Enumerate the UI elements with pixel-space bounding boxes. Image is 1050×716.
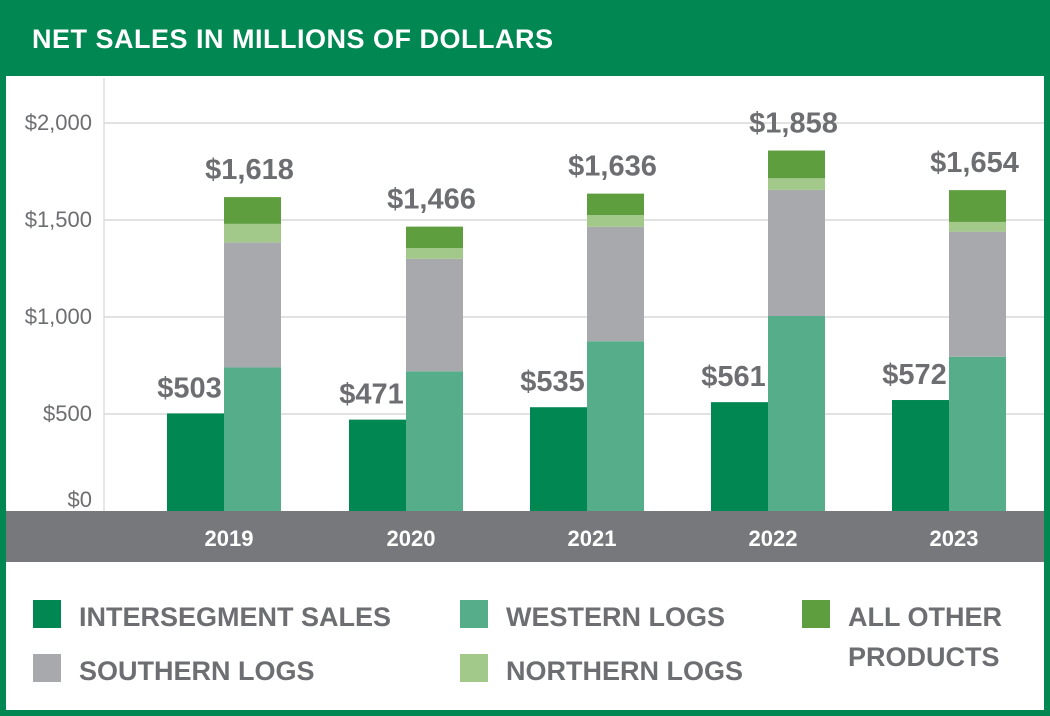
bar-southern-logs-2021: [587, 226, 644, 342]
legend-swatch-northern-logs: [460, 654, 488, 682]
x-tick-label: 2023: [930, 526, 979, 551]
bar-all-other-products-2021: [587, 193, 644, 216]
data-label-intersegment-2019: $503: [157, 372, 222, 404]
bar-southern-logs-2019: [224, 242, 281, 368]
legend-swatch-all-other-products: [802, 600, 830, 628]
bar-intersegment-2022: [711, 402, 768, 511]
legend-swatch-western-logs: [460, 600, 488, 628]
x-tick-label: 2022: [749, 526, 798, 551]
bar-western-logs-2021: [587, 341, 644, 511]
bar-intersegment-2021: [530, 407, 587, 511]
data-label-total-2022: $1,858: [749, 108, 838, 140]
data-label-intersegment-2022: $561: [701, 361, 766, 393]
bar-all-other-products-2023: [949, 190, 1006, 222]
y-tick-label: $1,500: [25, 207, 92, 232]
bar-northern-logs-2019: [224, 223, 281, 243]
bar-northern-logs-2023: [949, 221, 1006, 232]
bar-northern-logs-2020: [406, 248, 463, 259]
x-axis-band: [6, 511, 1044, 562]
bar-southern-logs-2022: [768, 189, 825, 317]
data-label-intersegment-2020: $471: [339, 379, 404, 411]
legend-label-northern-logs: NORTHERN LOGS: [506, 656, 744, 686]
bar-western-logs-2023: [949, 356, 1006, 511]
legend-swatch-intersegment-sales: [33, 600, 61, 628]
data-label-total-2021: $1,636: [568, 151, 657, 183]
bar-all-other-products-2019: [224, 197, 281, 224]
data-label-total-2019: $1,618: [205, 154, 294, 186]
bar-chart: $0 $500 $1,000 $1,500 $2,000 $503 $471 $535 $561…: [6, 78, 1044, 562]
bar-western-logs-2019: [224, 367, 281, 511]
x-tick-label: 2021: [568, 526, 617, 551]
x-tick-label: 2019: [205, 526, 254, 551]
bar-intersegment-2019: [167, 413, 224, 511]
legend-label-intersegment-sales: INTERSEGMENT SALES: [79, 602, 392, 632]
x-tick-label: 2020: [387, 526, 436, 551]
legend-label-all-other-products: ALL OTHER PRODUCTS: [848, 602, 1002, 672]
bar-northern-logs-2022: [768, 178, 825, 190]
chart-header: NET SALES IN MILLIONS OF DOLLARS: [0, 0, 1050, 76]
legend-swatch-southern-logs: [33, 654, 61, 682]
y-tick-label: $500: [43, 401, 92, 426]
y-tick-label: $2,000: [25, 110, 92, 135]
bar-northern-logs-2021: [587, 215, 644, 227]
bar-southern-logs-2020: [406, 258, 463, 372]
bar-all-other-products-2022: [768, 150, 825, 179]
y-tick-label: $0: [68, 487, 92, 512]
bar-all-other-products-2020: [406, 226, 463, 249]
bar-intersegment-2020: [349, 419, 406, 511]
legend-label-western-logs: WESTERN LOGS: [506, 602, 726, 632]
data-label-intersegment-2023: $572: [882, 359, 947, 391]
bar-southern-logs-2023: [949, 231, 1006, 357]
data-label-intersegment-2021: $535: [520, 366, 585, 398]
data-label-total-2023: $1,654: [930, 147, 1019, 179]
bar-western-logs-2022: [768, 316, 825, 511]
y-tick-label: $1,000: [25, 304, 92, 329]
legend-label-southern-logs: SOUTHERN LOGS: [79, 656, 315, 686]
bar-intersegment-2023: [892, 400, 949, 511]
data-label-total-2020: $1,466: [387, 184, 476, 216]
legend: INTERSEGMENT SALES WESTERN LOGS ALL OTHE…: [0, 562, 1050, 710]
chart-title: NET SALES IN MILLIONS OF DOLLARS: [32, 24, 554, 54]
bar-western-logs-2020: [406, 371, 463, 511]
